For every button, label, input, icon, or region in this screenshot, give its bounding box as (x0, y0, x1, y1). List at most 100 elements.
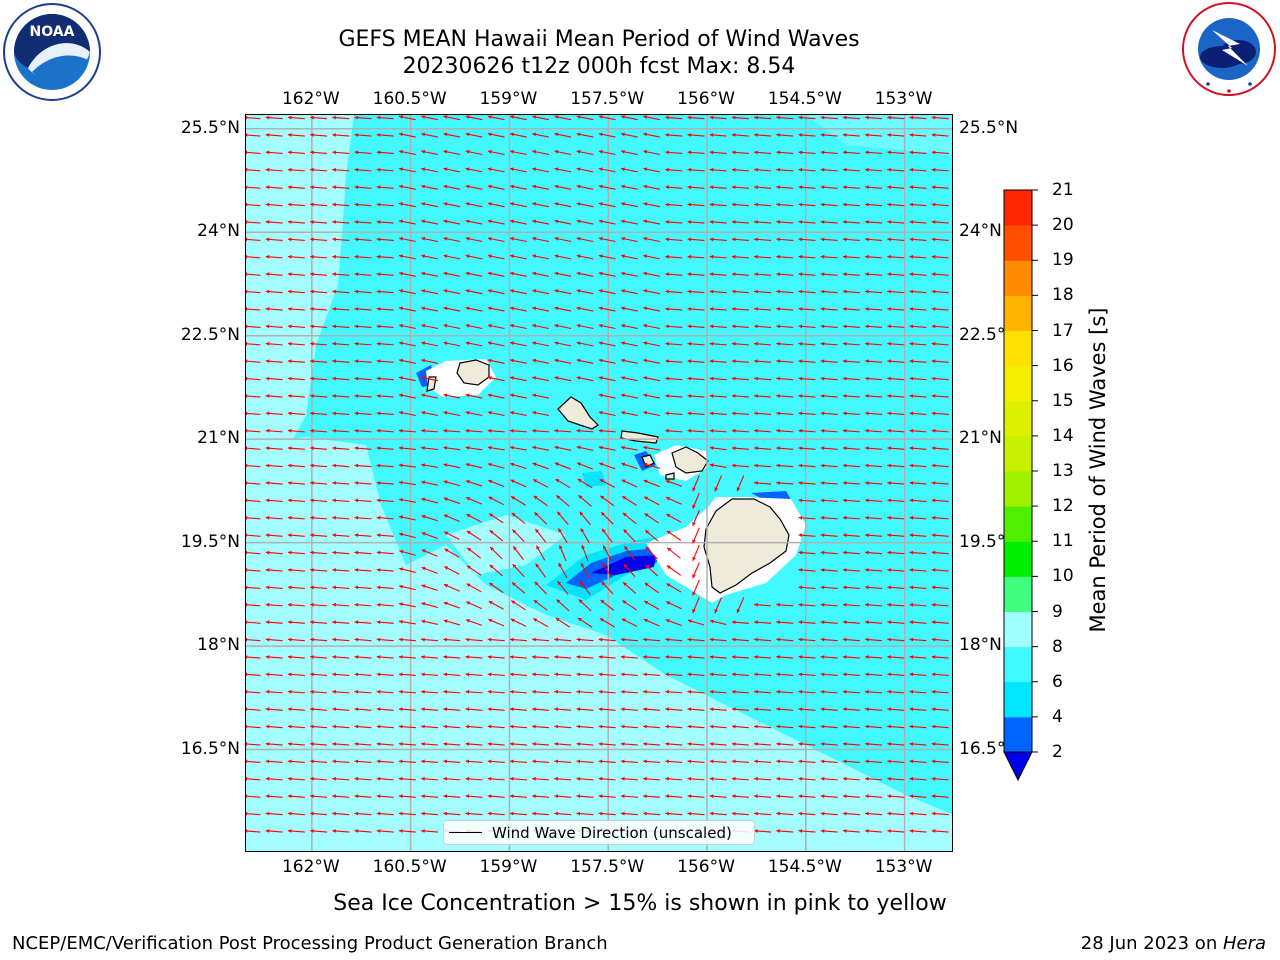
wave-direction-arrow-head (465, 115, 470, 119)
wave-direction-arrow-head (246, 794, 248, 799)
wave-direction-arrow-head (798, 794, 803, 799)
wave-direction-arrow-head (554, 759, 558, 764)
wave-direction-arrow-head (310, 533, 314, 538)
wave-direction-arrow-head (687, 759, 692, 764)
wave-direction-arrow-head (265, 220, 270, 224)
lat-tick-label-right: 25.5°N (959, 117, 1019, 138)
wave-direction-arrow-head (265, 498, 270, 503)
wave-direction-arrow-head (731, 411, 736, 416)
wave-direction-arrow-head (332, 411, 336, 416)
wave-direction-arrow-head (444, 531, 449, 536)
wave-direction-arrow-head (709, 289, 714, 294)
wave-direction-arrow-head (820, 220, 825, 224)
wave-direction-arrow-head (931, 411, 936, 416)
wave-direction-arrow-head (466, 514, 471, 518)
wave-direction-arrow-head (842, 672, 847, 677)
wave-direction-arrow-head (709, 672, 714, 677)
wave-direction-arrow-head (332, 133, 336, 137)
period-8-9-south-region (246, 437, 952, 851)
wave-direction-arrow-head (354, 481, 359, 485)
wave-direction-arrow-head (909, 585, 914, 590)
wave-direction-arrow-head (354, 428, 359, 433)
wave-direction-arrow-head (865, 637, 869, 642)
wave-direction-arrow-head (622, 600, 627, 605)
wave-direction-arrow-head (931, 776, 936, 781)
wave-direction-arrow-head (692, 574, 696, 579)
wave-direction-arrow-head (532, 811, 536, 816)
wave-direction-arrow-head (332, 237, 336, 242)
wave-direction-arrow-head (687, 185, 692, 190)
wave-direction-arrow-head (887, 220, 891, 224)
wave-direction-arrow-head (487, 115, 492, 119)
wave-direction-arrow-head (665, 619, 670, 623)
wave-direction-arrow-head (265, 707, 270, 712)
colorbar-segment (1004, 646, 1032, 683)
wave-direction-arrow-head (465, 167, 470, 172)
wave-direction-arrow-head (554, 428, 558, 433)
wave-direction-arrow-head (887, 359, 891, 364)
wave-direction-arrow-head (332, 829, 336, 833)
wave-direction-arrow-head (354, 115, 359, 120)
wave-direction-arrow-head (246, 307, 248, 311)
wave-direction-arrow-head (465, 202, 470, 206)
wave-direction-arrow-head (798, 185, 803, 190)
wave-direction-arrow-head (246, 672, 248, 677)
wave-direction-arrow-head (623, 529, 628, 534)
wave-direction-arrow-head (798, 428, 803, 433)
wave-direction-arrow-head (510, 236, 514, 241)
wave-direction-arrow-head (601, 581, 606, 586)
wave-direction-arrow-head (310, 689, 314, 694)
wave-direction-arrow-head (576, 428, 581, 433)
wave-direction-arrow-head (931, 481, 936, 485)
wave-direction-arrow-head (509, 655, 514, 659)
wave-direction-arrow-head (842, 463, 847, 468)
wave-direction-arrow-head (709, 411, 714, 416)
wave-direction-arrow-head (731, 133, 736, 137)
wave-direction-arrow-head (842, 533, 847, 538)
wave-direction-arrow-head (909, 811, 914, 816)
wave-direction-arrow-head (798, 498, 803, 503)
wave-direction-arrow-head (532, 341, 537, 346)
wave-direction-arrow-head (443, 323, 448, 328)
wave-direction-arrow-head (265, 689, 270, 694)
wave-direction-arrow-head (421, 428, 425, 433)
wave-direction-arrow-head (556, 599, 561, 604)
wave-direction-arrow-head (887, 237, 891, 242)
wave-direction-arrow-head (621, 358, 625, 363)
wave-direction-arrow-head (820, 394, 825, 398)
wave-direction-arrow-head (621, 184, 625, 189)
wave-direction-arrow-head (865, 689, 869, 694)
wave-direction-arrow-head (489, 530, 494, 534)
wave-direction-arrow-head (398, 707, 403, 712)
colorbar-tick-label: 9 (1052, 601, 1063, 622)
wave-direction-arrow-head (709, 446, 714, 450)
wind-wave-direction-arrows (246, 115, 949, 833)
wave-direction-arrow-head (421, 549, 426, 553)
wave-direction-arrow-head (865, 672, 869, 677)
lat-tick-label-left: 21°N (197, 428, 240, 449)
wave-direction-arrow-head (246, 776, 248, 781)
wave-direction-arrow-head (466, 583, 471, 588)
wave-direction-arrow-head (798, 724, 803, 729)
wave-direction-arrow-head (887, 602, 891, 607)
wave-direction-arrow-head (776, 289, 780, 294)
colorbar-segment (1004, 541, 1032, 577)
wave-direction-arrow-head (310, 237, 314, 242)
wave-direction-arrow-head (287, 394, 292, 398)
wave-direction-arrow-head (798, 307, 803, 311)
map-legend: Wind Wave Direction (unscaled) (443, 820, 755, 845)
wave-direction-arrow-head (731, 776, 736, 781)
wave-direction-arrow-head (621, 167, 625, 172)
wave-direction-arrow-head (909, 568, 914, 572)
wave-direction-arrow-head (598, 776, 603, 781)
wave-direction-arrow-head (909, 724, 914, 729)
wave-direction-arrow-head (287, 220, 292, 224)
wave-direction-arrow-head (577, 462, 582, 466)
island-niihau (426, 376, 437, 392)
wave-direction-arrow-head (709, 167, 714, 172)
wave-direction-arrow-head (332, 428, 336, 433)
wave-direction-arrow-head (576, 811, 581, 816)
wave-direction-arrow-head (754, 133, 758, 137)
wave-direction-arrow-head (887, 515, 891, 520)
colorbar-tick-label: 16 (1052, 355, 1074, 376)
